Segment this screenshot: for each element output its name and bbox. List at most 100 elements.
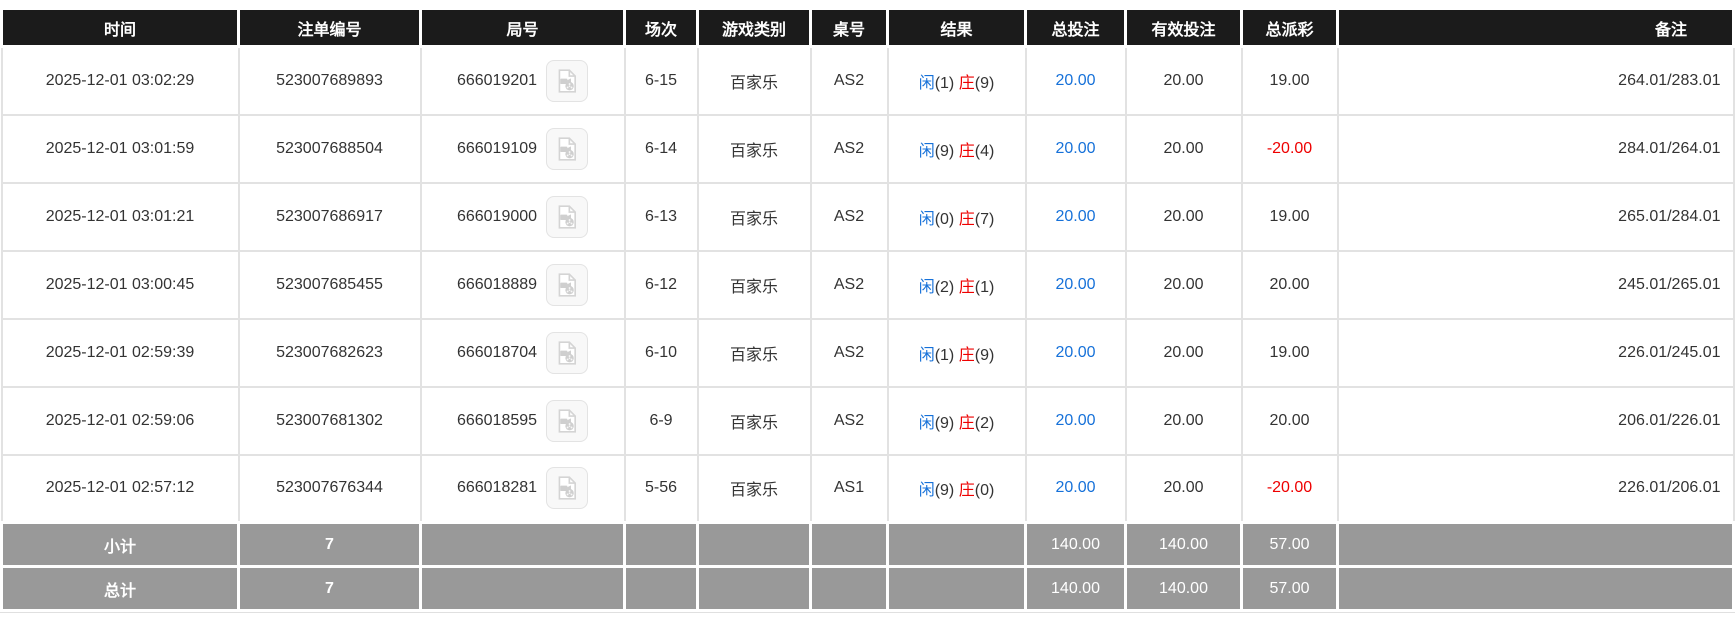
video-replay-button[interactable]: [546, 263, 589, 306]
grand-total-label: 总计: [103, 582, 136, 600]
round-cell-content: 666018704: [422, 331, 624, 374]
cell-valid-bet: 20.00: [1124, 453, 1243, 524]
video-replay-button[interactable]: [546, 331, 589, 374]
video-replay-button[interactable]: [546, 127, 589, 170]
result-player-score: (2): [934, 278, 955, 296]
round-cell-content: 666018889: [422, 263, 624, 306]
cell-total-bet: 20.00: [1024, 181, 1127, 252]
cell-payout: -20.00: [1240, 453, 1339, 524]
cell-remark: 245.01/265.01: [1336, 249, 1735, 320]
subtotal-row: 小计 7 140.00 140.00 57.00: [0, 521, 1735, 568]
grand-total-row: 总计 7 140.00 140.00 57.00: [0, 565, 1735, 612]
cell-footer-label: 小计: [0, 521, 240, 568]
round-cell-content: 666018595: [422, 399, 624, 442]
cell-total-bet: 20.00: [1024, 317, 1127, 388]
cell-round: 666018281: [419, 453, 626, 524]
result-banker-score: (0): [974, 482, 995, 500]
result-banker-score: (4): [974, 142, 995, 160]
cell-footer-empty: [623, 521, 699, 568]
result-banker-label: 庄: [958, 414, 975, 432]
col-header-total-bet: 总投注: [1024, 7, 1127, 48]
cell-game-type: 百家乐: [696, 249, 812, 320]
cell-time: 2025-12-01 03:02:29: [0, 45, 240, 116]
cell-footer-payout: 57.00: [1240, 565, 1339, 612]
cell-result: 闲(9) 庄(4): [886, 113, 1027, 184]
table-header-row: 时间 注单编号 局号 场次 游戏类别 桌号 结果 总投注 有效投注 总派彩 备注: [0, 7, 1735, 48]
table-bottom-divider: [0, 612, 1735, 613]
cell-bet-id: 523007689893: [237, 45, 422, 116]
cell-round: 666019109: [419, 113, 626, 184]
total-bet-link[interactable]: 20.00: [1055, 479, 1096, 497]
footer-row-count: 7: [325, 579, 334, 597]
cell-round: 666018704: [419, 317, 626, 388]
cell-footer-total-bet: 140.00: [1024, 521, 1127, 568]
cell-result: 闲(0) 庄(7): [886, 181, 1027, 252]
cell-session: 6-10: [623, 317, 699, 388]
cell-game-type: 百家乐: [696, 45, 812, 116]
round-number: 666019201: [456, 71, 538, 89]
result-player-score: (1): [934, 74, 955, 92]
result-player-score: (0): [934, 210, 955, 228]
video-replay-button[interactable]: [546, 59, 589, 102]
cell-footer-label: 总计: [0, 565, 240, 612]
cell-round: 666019000: [419, 181, 626, 252]
result-banker-score: (1): [974, 278, 995, 296]
total-bet-link[interactable]: 20.00: [1055, 275, 1096, 293]
round-cell-content: 666019201: [422, 59, 624, 102]
video-replay-icon: [558, 476, 577, 500]
result-player-score: (9): [934, 482, 955, 500]
cell-valid-bet: 20.00: [1124, 45, 1243, 116]
cell-session: 6-13: [623, 181, 699, 252]
cell-result: 闲(9) 庄(0): [886, 453, 1027, 524]
round-cell-content: 666018281: [422, 467, 624, 510]
cell-table-no: AS1: [809, 453, 889, 524]
cell-remark: 265.01/284.01: [1336, 181, 1735, 252]
cell-time: 2025-12-01 03:01:21: [0, 181, 240, 252]
video-replay-button[interactable]: [546, 467, 589, 510]
result-banker-label: 庄: [958, 346, 975, 364]
cell-time: 2025-12-01 02:59:39: [0, 317, 240, 388]
cell-valid-bet: 20.00: [1124, 113, 1243, 184]
cell-round: 666018595: [419, 385, 626, 456]
result-player-label: 闲: [918, 74, 935, 92]
cell-remark: 284.01/264.01: [1336, 113, 1735, 184]
result-player-label: 闲: [918, 346, 935, 364]
round-cell-content: 666019000: [422, 195, 624, 238]
cell-bet-id: 523007686917: [237, 181, 422, 252]
round-number: 666018281: [456, 479, 538, 497]
cell-time: 2025-12-01 02:57:12: [0, 453, 240, 524]
total-bet-link[interactable]: 20.00: [1055, 139, 1096, 157]
cell-footer-empty: [886, 565, 1027, 612]
cell-round: 666018889: [419, 249, 626, 320]
col-header-result: 结果: [886, 7, 1027, 48]
video-replay-icon: [558, 204, 577, 229]
total-bet-link[interactable]: 20.00: [1055, 71, 1096, 89]
cell-footer-valid-bet: 140.00: [1124, 521, 1243, 568]
cell-result: 闲(9) 庄(2): [886, 385, 1027, 456]
total-bet-link[interactable]: 20.00: [1055, 207, 1096, 225]
cell-result: 闲(1) 庄(9): [886, 317, 1027, 388]
total-bet-link[interactable]: 20.00: [1055, 343, 1096, 361]
cell-footer-empty: [1336, 565, 1735, 612]
result-banker-label: 庄: [958, 142, 975, 160]
cell-footer-valid-bet: 140.00: [1124, 565, 1243, 612]
cell-remark: 226.01/245.01: [1336, 317, 1735, 388]
bet-records-table: 时间 注单编号 局号 场次 游戏类别 桌号 结果 总投注 有效投注 总派彩 备注 2025-12-0…: [0, 7, 1735, 612]
cell-table-no: AS2: [809, 181, 889, 252]
result-banker-score: (9): [974, 74, 995, 92]
result-player-score: (1): [934, 346, 955, 364]
cell-bet-id: 523007685455: [237, 249, 422, 320]
col-header-game-type: 游戏类别: [696, 7, 812, 48]
cell-footer-empty: [809, 521, 889, 568]
cell-session: 5-56: [623, 453, 699, 524]
cell-footer-count: 7: [237, 521, 422, 568]
cell-payout: 20.00: [1240, 385, 1339, 456]
result-banker-label: 庄: [958, 74, 975, 92]
cell-remark: 264.01/283.01: [1336, 45, 1735, 116]
cell-valid-bet: 20.00: [1124, 385, 1243, 456]
video-replay-button[interactable]: [546, 195, 589, 238]
video-replay-button[interactable]: [546, 399, 589, 442]
result-banker-score: (9): [974, 346, 995, 364]
total-bet-link[interactable]: 20.00: [1055, 411, 1096, 429]
round-number: 666018704: [456, 343, 538, 361]
